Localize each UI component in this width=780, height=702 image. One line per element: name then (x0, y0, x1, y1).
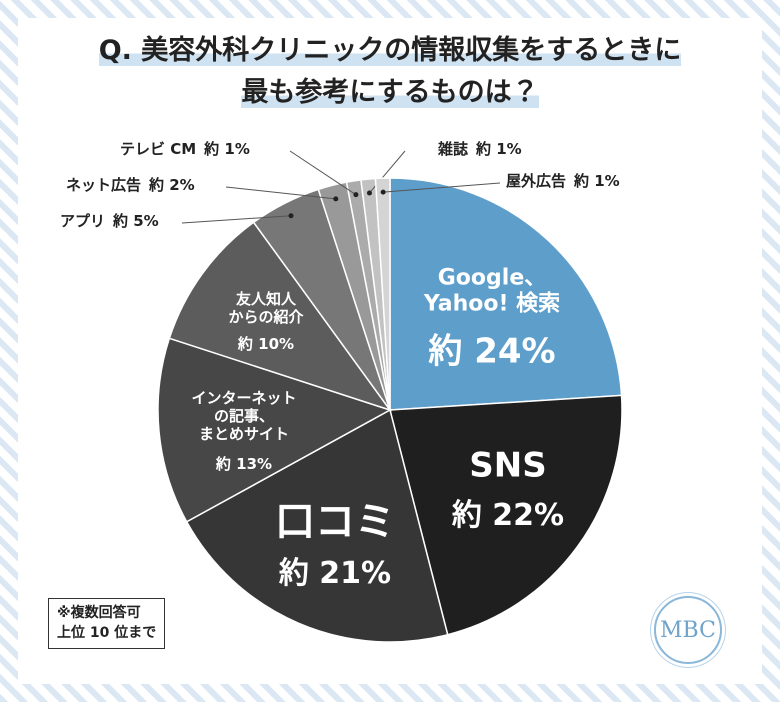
outside-label: 屋外広告約 1% (506, 172, 620, 190)
slice-label: アプリ (60, 212, 106, 230)
leader-dot (380, 189, 386, 195)
pie-slice (185, 408, 449, 643)
outside-label: アプリ約 5% (60, 212, 159, 230)
outside-label: 雑誌約 1% (438, 140, 522, 158)
value-label: 約 13% (215, 455, 273, 473)
title-text: Q. 美容外科クリニックの情報収集をするときに 最も参考にするものは？ (98, 35, 682, 108)
leader-line (289, 150, 357, 196)
leader-dot (333, 196, 339, 202)
value-label: 約 22% (451, 498, 565, 533)
leader-line (383, 182, 501, 193)
pie-slice (389, 177, 623, 411)
leader-dot (366, 190, 372, 196)
leader-line (225, 186, 336, 200)
pie-slice (157, 337, 392, 523)
slice-label: テレビ CM (120, 140, 197, 158)
slice-label: ネット広告 (66, 176, 142, 194)
outside-label: ネット広告約 2% (66, 176, 195, 194)
slice-label: 友人知人 からの紹介 (228, 290, 304, 326)
value-label: 約 21% (278, 556, 392, 591)
slice-label: 口コミ (275, 499, 395, 545)
chart-title: Q. 美容外科クリニックの情報収集をするときに 最も参考にするものは？ (0, 30, 780, 114)
pie-slice (389, 394, 623, 636)
slice-label: SNS (469, 445, 547, 486)
value-label: 約 1% (476, 140, 522, 158)
value-label: 約 2% (149, 176, 195, 194)
slice-label: 雑誌 (438, 140, 469, 158)
pie-slice (374, 177, 391, 411)
value-label: 約 24% (428, 331, 556, 372)
leader-dot (353, 192, 359, 198)
note: ※複数回答可 上位 10 位まで (48, 598, 166, 649)
pie-slice (168, 221, 392, 412)
slice-label: 屋外広告 (506, 172, 567, 190)
leader-line (181, 215, 292, 224)
leader-dot (288, 213, 294, 219)
value-label: 約 1% (204, 140, 250, 158)
logo: MBC (654, 596, 722, 664)
outside-label: テレビ CM 約 1% (120, 140, 250, 158)
value-label: 約 5% (113, 212, 159, 230)
value-label: 約 1% (574, 172, 620, 190)
value-label: 約 10% (237, 335, 295, 353)
slice-label: インターネット の記事、 まとめサイト (191, 389, 297, 443)
slice-label: Google、 Yahoo! 検索 (423, 265, 561, 317)
